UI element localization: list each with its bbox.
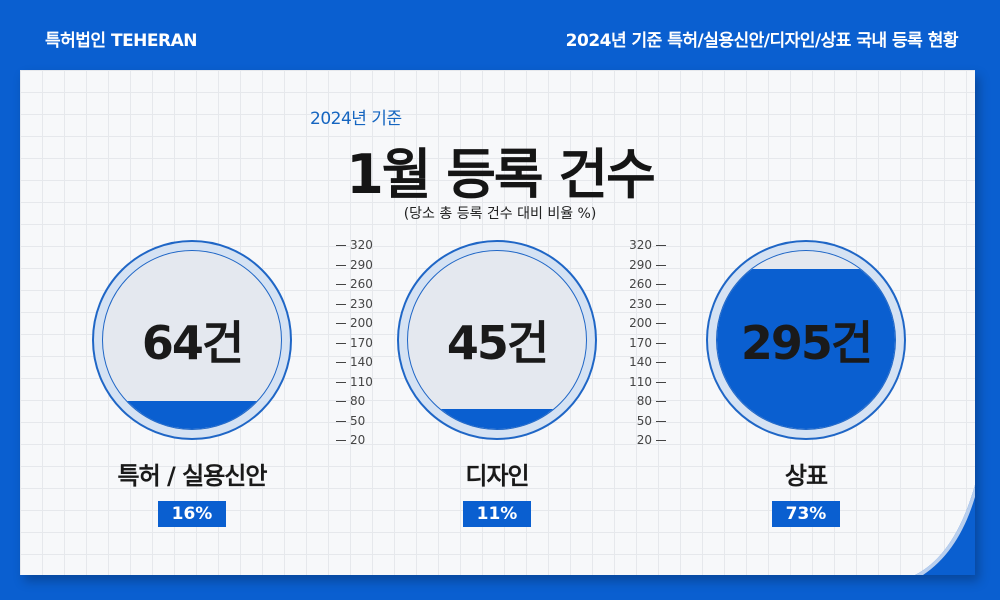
gauge-fill xyxy=(103,400,281,429)
scale-tick: 320 xyxy=(620,236,666,256)
subtitle: 2024년 기준 xyxy=(310,109,402,129)
scale-tick: 200 xyxy=(336,314,373,334)
gauge-fill xyxy=(717,268,895,429)
trademark-card: 295건 상표 73% xyxy=(706,240,906,527)
scale-tick: 50 xyxy=(620,412,666,432)
scale-tick: 230 xyxy=(336,295,373,315)
scale-tick: 110 xyxy=(620,373,666,393)
scale-tick: 260 xyxy=(620,275,666,295)
scale-tick: 20 xyxy=(336,431,373,451)
gauge-inner: 64건 xyxy=(102,250,282,430)
scale-tick: 140 xyxy=(336,353,373,373)
scale-tick: 320 xyxy=(336,236,373,256)
count-value: 295건 xyxy=(740,316,873,370)
category-label: 상표 xyxy=(784,462,828,490)
scale-right: 320 290 260 230 200 170 140 110 80 50 20 xyxy=(620,236,666,451)
scale-tick: 50 xyxy=(336,412,373,432)
count-value: 45건 xyxy=(446,316,549,370)
percent-badge: 11% xyxy=(463,501,531,527)
scale-tick: 290 xyxy=(336,256,373,276)
scale-tick: 110 xyxy=(336,373,373,393)
scale-tick: 20 xyxy=(620,431,666,451)
scale-tick: 80 xyxy=(336,392,373,412)
scale-tick: 170 xyxy=(336,334,373,354)
scale-tick: 140 xyxy=(620,353,666,373)
page-curl xyxy=(915,485,975,575)
gauge-ring: 64건 xyxy=(92,240,292,440)
gauge-ring: 295건 xyxy=(706,240,906,440)
scale-tick: 170 xyxy=(620,334,666,354)
percent-badge: 16% xyxy=(158,501,226,527)
scale-tick: 200 xyxy=(620,314,666,334)
category-label: 디자인 xyxy=(465,462,529,490)
category-label: 특허 / 실용신안 xyxy=(117,462,268,490)
count-value: 64건 xyxy=(141,316,244,370)
headline: 2024년 기준 특허/실용신안/디자인/상표 국내 등록 현황 xyxy=(565,31,959,51)
gauge-ring: 45건 xyxy=(397,240,597,440)
page-title: 1월 등록 건수 xyxy=(346,143,656,206)
scale-tick: 290 xyxy=(620,256,666,276)
gauge-inner: 295건 xyxy=(716,250,896,430)
brand-name: 특허법인 TEHERAN xyxy=(45,31,198,51)
patent-card: 64건 특허 / 실용신안 16% xyxy=(92,240,292,527)
scale-tick: 230 xyxy=(620,295,666,315)
scale-tick: 80 xyxy=(620,392,666,412)
ratio-note: (당소 총 등록 건수 대비 비율 %) xyxy=(403,206,597,222)
gauge-inner: 45건 xyxy=(407,250,587,430)
scale-left: 320 290 260 230 200 170 140 110 80 50 20 xyxy=(336,236,373,451)
gauge-fill xyxy=(408,409,586,429)
percent-badge: 73% xyxy=(772,501,840,527)
scale-tick: 260 xyxy=(336,275,373,295)
design-card: 45건 디자인 11% xyxy=(397,240,597,527)
